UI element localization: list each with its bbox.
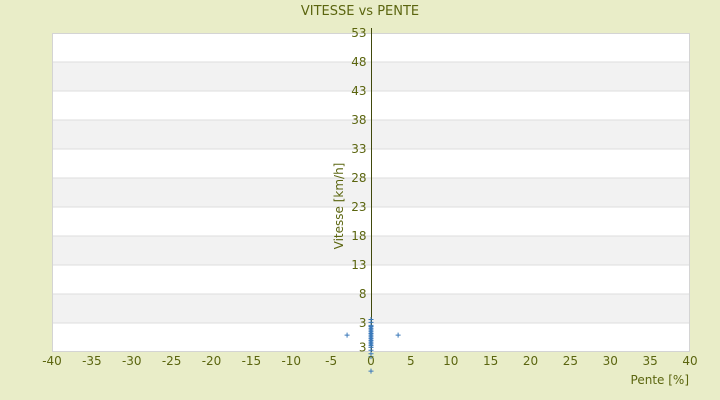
x-tick-label: -10 [281,354,301,368]
y-axis-title: Vitesse [km/h] [332,162,346,250]
y-tick-label: 18 [351,229,366,243]
y-tick-label: 13 [351,258,366,272]
data-point [395,332,401,338]
x-tick-label: 20 [523,354,538,368]
x-tick-label: 15 [483,354,498,368]
x-tick-label: 5 [407,354,415,368]
data-point [368,354,374,360]
x-tick-label: -30 [122,354,142,368]
x-tick-label: -5 [325,354,337,368]
y-tick-label: 38 [351,113,366,127]
x-tick-label: 35 [642,354,657,368]
x-tick-label: -35 [82,354,102,368]
y-tick-label: 33 [351,142,366,156]
x-tick-label: 30 [603,354,618,368]
y-tick-label: 28 [351,171,366,185]
x-tick-label: -20 [202,354,222,368]
data-point [344,332,350,338]
y-tick-label: 48 [351,55,366,69]
x-tick-label: 0 [367,354,375,368]
chart-title: VITESSE vs PENTE [300,4,420,19]
y-tick-label: 53 [351,26,366,40]
y-tick-label: 3 [359,316,367,330]
y-tick-label: 23 [351,200,366,214]
data-point [368,368,374,374]
y-tick-label: 8 [359,287,367,301]
x-tick-label: 25 [563,354,578,368]
x-tick-label: -25 [162,354,182,368]
y-tick-label: 43 [351,84,366,98]
x-axis-title: Pente [%] [630,373,689,387]
x-tick-label: 10 [443,354,458,368]
x-tick-label: -40 [42,354,62,368]
x-tick-label: -15 [242,354,262,368]
y-tick-label: 3 [359,341,367,355]
x-tick-label: 40 [682,354,697,368]
